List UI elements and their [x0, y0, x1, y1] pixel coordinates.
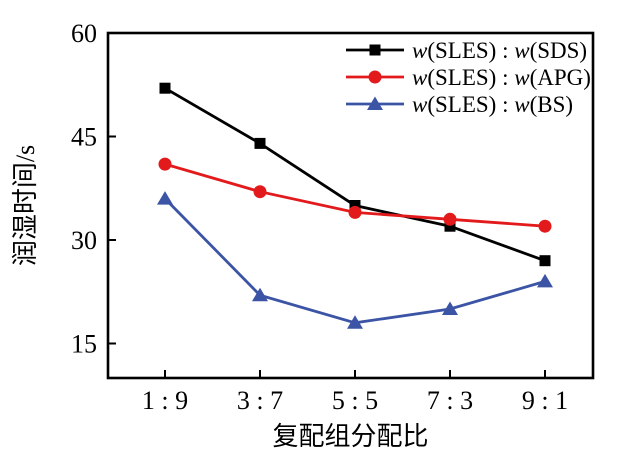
- y-tick-label: 60: [71, 19, 97, 48]
- circle-marker: [253, 185, 267, 199]
- y-tick-label: 45: [71, 123, 97, 152]
- triangle-marker: [347, 315, 363, 329]
- legend-label: w(SLES) : w(SDS): [412, 38, 587, 63]
- series-square: [159, 82, 551, 267]
- legend-label: w(SLES) : w(APG): [412, 65, 591, 90]
- square-marker: [349, 200, 361, 211]
- legend-item: w(SLES) : w(BS): [346, 92, 573, 117]
- triangle-marker: [157, 191, 173, 205]
- circle-marker: [158, 157, 172, 171]
- triangle-marker: [537, 273, 553, 288]
- x-tick-label: 3 : 7: [237, 386, 283, 415]
- circle-marker: [348, 205, 362, 219]
- x-tick-label: 7 : 3: [427, 386, 473, 415]
- legend-label: w(SLES) : w(BS): [412, 92, 573, 117]
- square-marker: [159, 82, 171, 94]
- circle-marker: [368, 70, 382, 84]
- circle-marker: [443, 212, 457, 226]
- y-axis-title: 润湿时间/s: [11, 145, 40, 266]
- x-tick-label: 5 : 5: [332, 386, 378, 415]
- y-tick-label: 15: [71, 330, 97, 359]
- triangle-marker: [252, 287, 268, 302]
- circle-marker: [538, 219, 552, 233]
- triangle-marker: [367, 96, 383, 110]
- plot-frame: [106, 31, 595, 380]
- square-marker: [369, 44, 381, 56]
- triangle-marker: [442, 301, 458, 315]
- legend-item: w(SLES) : w(APG): [346, 65, 591, 90]
- x-tick-label: 9 : 1: [522, 386, 568, 415]
- x-tick-label: 1 : 9: [142, 386, 188, 415]
- square-marker: [539, 255, 551, 267]
- square-marker: [444, 220, 456, 232]
- series-circle: [158, 157, 552, 233]
- series-triangle: [157, 191, 553, 329]
- y-tick-label: 30: [71, 226, 97, 255]
- x-axis-title: 复配组分配比: [272, 422, 428, 451]
- legend-item: w(SLES) : w(SDS): [346, 38, 587, 63]
- square-marker: [254, 137, 266, 149]
